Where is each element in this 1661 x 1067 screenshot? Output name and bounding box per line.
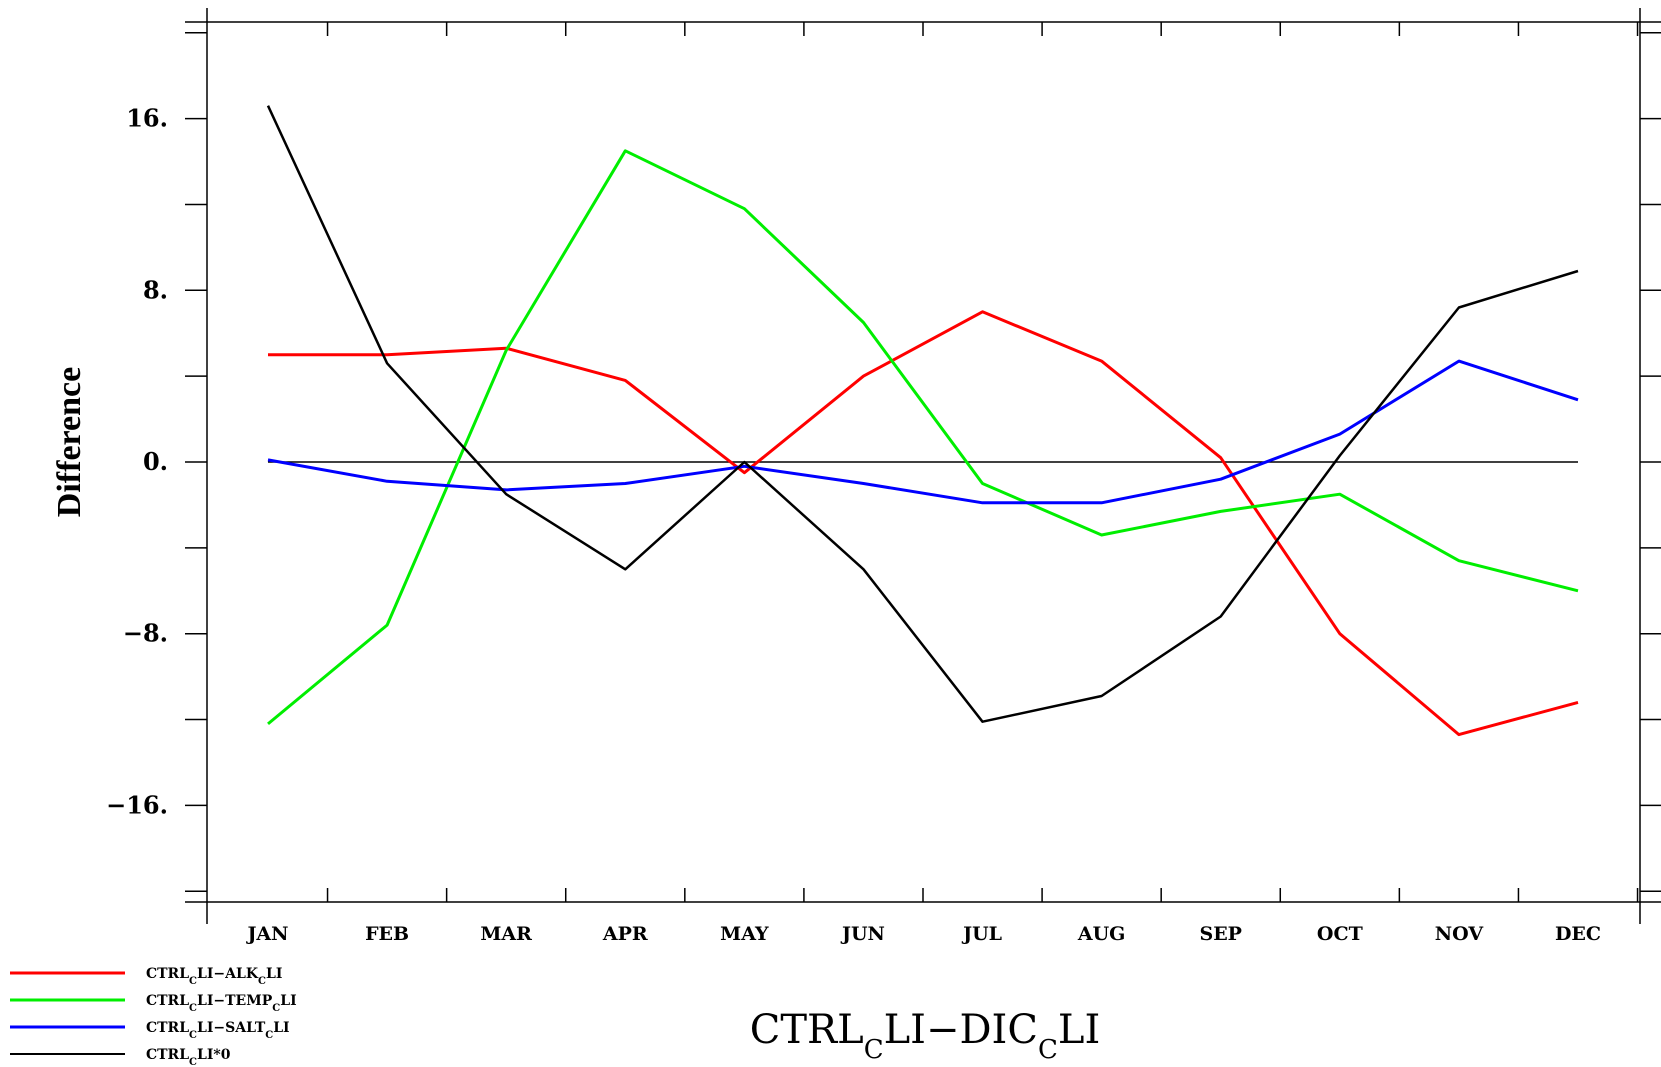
- series-line-3: [267, 359, 1579, 505]
- series-lines: [266, 105, 1579, 737]
- x-tick-label: SEP: [1199, 923, 1242, 945]
- y-axis-label: Difference: [51, 367, 88, 517]
- x-tick-label: DEC: [1555, 923, 1601, 945]
- legend-label: CTRLCLI−TEMPCLI: [146, 993, 297, 1014]
- y-tick-label: −16.: [106, 790, 168, 819]
- y-axis-tick-labels: −16. −8. 0. 8. 16.: [106, 104, 168, 820]
- y-axis-ticks: [185, 31, 1661, 893]
- x-tick-label: AUG: [1077, 923, 1126, 945]
- legend-label: CTRLCLI−ALKCLI: [146, 966, 282, 987]
- legend: CTRLCLI−ALKCLI CTRLCLI−TEMPCLI CTRLCLI−SAL…: [10, 966, 297, 1067]
- series-line-4: [266, 105, 1579, 723]
- y-tick-label: 16.: [126, 104, 168, 133]
- series-line-1: [268, 310, 1579, 737]
- x-axis-ticks: [185, 8, 1661, 924]
- legend-label: CTRLCLI−SALTCLI: [146, 1020, 290, 1041]
- legend-label: CTRLCLI*0: [146, 1047, 231, 1067]
- y-tick-label: −8.: [123, 619, 168, 648]
- x-tick-label: OCT: [1317, 923, 1363, 945]
- x-tick-label: FEB: [365, 923, 409, 945]
- x-tick-label: JAN: [245, 923, 288, 945]
- x-tick-label: APR: [602, 923, 648, 945]
- x-tick-label: JUL: [961, 923, 1002, 945]
- series-line-2: [267, 149, 1579, 726]
- chart-title: CTRLCLI−DICCLI: [750, 1007, 1101, 1065]
- x-tick-label: JUN: [840, 923, 885, 945]
- y-tick-label: 8.: [143, 275, 168, 304]
- x-tick-label: NOV: [1435, 923, 1485, 945]
- y-tick-label: 0.: [143, 447, 168, 476]
- x-tick-label: MAY: [720, 923, 769, 945]
- x-axis-tick-labels: JAN FEB MAR APR MAY JUN JUL AUG SEP OCT NOV DEC: [245, 923, 1601, 945]
- x-tick-label: MAR: [480, 923, 532, 945]
